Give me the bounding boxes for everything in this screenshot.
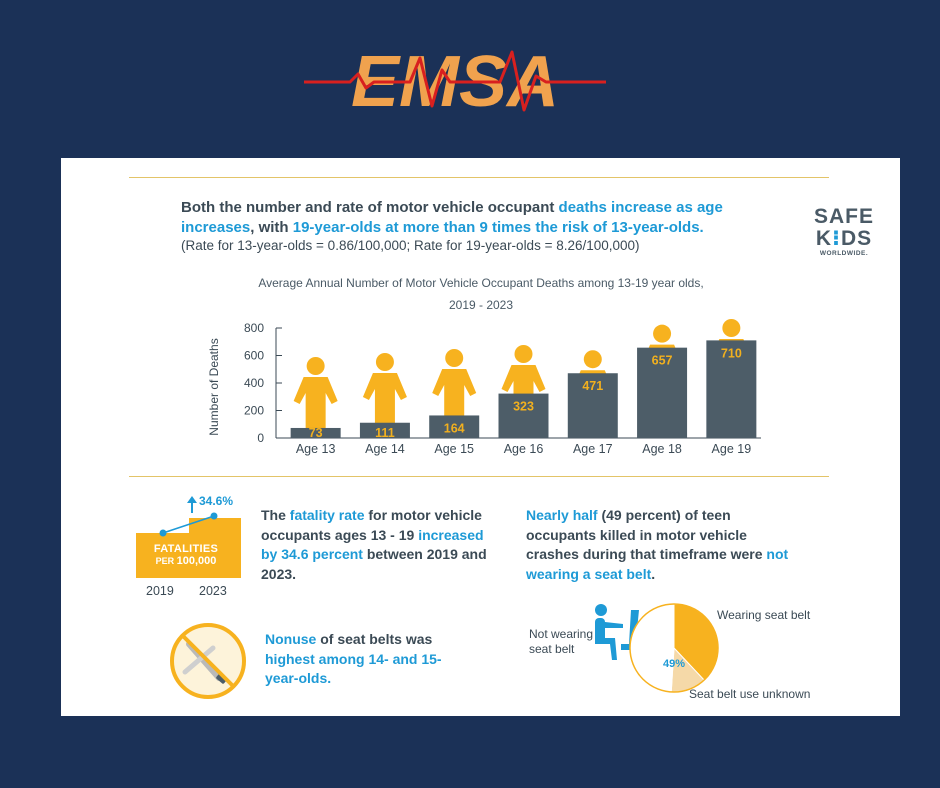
- no-seat-belt-icon: [170, 623, 246, 699]
- not-wearing-label: Not wearing seat belt: [529, 627, 593, 657]
- fatality-rate-graphic: [136, 496, 241, 578]
- trend-line: [162, 515, 215, 534]
- wearing-label: Wearing seat belt: [717, 608, 811, 622]
- child-head: [445, 349, 464, 367]
- pie-outline: [629, 603, 719, 693]
- fatality-text-1: The: [261, 507, 290, 523]
- nonuse-highlight-1: Nonuse: [265, 631, 317, 647]
- bar-age-14: [359, 422, 410, 438]
- child-figure-icon: [362, 353, 407, 438]
- trend-start-dot: [159, 529, 167, 537]
- bar-age-19: [706, 340, 757, 438]
- trend-end-dot: [210, 512, 218, 520]
- headline-highlight-1: deaths increase as age increases: [181, 199, 723, 236]
- pie-percent-label: 49%: [663, 658, 685, 670]
- infographic-card: Both the number and rate of motor vehicl…: [61, 158, 900, 716]
- child-head: [514, 345, 533, 363]
- child-head: [722, 319, 741, 337]
- child-head: [653, 324, 672, 343]
- fatality-highlight-1: fatality rate: [289, 507, 365, 523]
- x-tick-label: Age 15: [434, 442, 474, 456]
- per-label: PER 100,000: [141, 555, 231, 567]
- bar-age-17: [567, 373, 618, 438]
- year-start-label: 2019: [146, 584, 174, 598]
- middle-divider: [129, 476, 829, 477]
- deaths-by-age-chart: Number of Deaths 0 200 400 600 800 73 111 164 3…: [207, 319, 761, 456]
- chart-title: Average Annual Number of Motor Vehicle O…: [258, 276, 704, 290]
- y-tick-label-800: 800: [244, 321, 264, 335]
- child-body: [293, 377, 338, 438]
- bar-value-label: 164: [444, 421, 465, 435]
- nonuse-text-1: of seat belts was: [316, 631, 433, 647]
- bar-value-label: 73: [309, 426, 323, 440]
- seat-belt-pie-chart: 49%: [595, 603, 719, 693]
- x-tick-label: Age 18: [642, 442, 682, 456]
- chart-subtitle: 2019 - 2023: [448, 298, 514, 312]
- safe-kids-k: K: [815, 227, 832, 250]
- safe-kids-line2: K⁝DS: [809, 228, 879, 250]
- y-tick-label-600: 600: [244, 349, 264, 363]
- nonuse-text: Nonuse of seat belts was highest among 1…: [265, 630, 455, 689]
- bar-value-label: 471: [582, 379, 603, 393]
- child-body: [432, 369, 477, 438]
- nonuse-highlight-2: highest among 14- and 15-year-olds.: [265, 650, 442, 687]
- x-tick-label: Age 14: [365, 442, 405, 456]
- y-tick-label-200: 200: [244, 404, 264, 418]
- bar-value-label: 323: [513, 400, 534, 414]
- bar-age-13: [290, 427, 341, 438]
- child-head: [375, 353, 394, 371]
- child-figure-icon: [293, 357, 338, 438]
- safe-kids-logo: SAFE K⁝DS WORLDWIDE.: [809, 205, 879, 258]
- fatality-rate-text: The fatality rate for motor vehicle occu…: [261, 506, 501, 584]
- rate-subline: (Rate for 13-year-olds = 0.86/100,000; R…: [181, 238, 640, 253]
- headline-text-2: , with: [250, 219, 293, 236]
- safe-kids-line3: WORLDWIDE.: [819, 250, 869, 257]
- headline-highlight-2: 19-year-olds at more than 9 times the ri…: [292, 219, 704, 236]
- child-head: [583, 350, 602, 369]
- y-tick-label-0: 0: [257, 431, 264, 445]
- safe-kids-ds: DS: [840, 227, 873, 250]
- pie-group: [629, 603, 719, 693]
- not-wearing-line2: seat belt: [529, 642, 575, 656]
- bar-value-label: 111: [375, 426, 395, 440]
- per-number: 100,000: [176, 555, 217, 567]
- headline-text-1: Both the number and rate of motor vehicl…: [181, 199, 559, 216]
- bar-value-label: 657: [652, 354, 673, 368]
- year-end-label: 2023: [199, 584, 227, 598]
- y-tick-label-400: 400: [244, 376, 264, 390]
- bar-value-label: 710: [721, 346, 742, 360]
- child-head: [306, 357, 325, 375]
- top-divider: [129, 177, 829, 178]
- per-word: PER: [155, 556, 175, 566]
- bar-age-15: [429, 415, 480, 438]
- x-tick-label: Age 19: [712, 442, 752, 456]
- arrow-up-icon: [187, 496, 197, 513]
- seatbelt-highlight-2: not wearing a seat belt: [526, 546, 789, 582]
- seatbelt-highlight-1: Nearly half: [526, 507, 598, 523]
- change-label: 34.6%: [199, 494, 234, 508]
- headline: Both the number and rate of motor vehicl…: [181, 198, 781, 238]
- seatbelt-text-1: (49 percent) of teen occupants killed in…: [526, 507, 767, 562]
- fatality-text-3: between 2019 and 2023.: [261, 546, 487, 582]
- fatalities-label: FATALITIES: [153, 543, 219, 555]
- x-tick-label: Age 17: [573, 442, 613, 456]
- seatbelt-text-2: .: [651, 565, 656, 582]
- heartbeat-line-icon: [304, 50, 606, 112]
- bar-age-16: [498, 393, 549, 438]
- bar-age-18: [637, 347, 688, 438]
- not-wearing-line1: Not wearing: [529, 627, 594, 641]
- safe-kids-line1: SAFE: [813, 205, 874, 228]
- unknown-label: Seat belt use unknown: [689, 687, 811, 701]
- child-figure-icon: [432, 349, 477, 438]
- fatality-text-2: for motor vehicle occupants ages 13 - 19: [261, 507, 482, 543]
- child-body: [362, 373, 407, 438]
- emsa-logo: EMSA: [304, 42, 606, 120]
- seat-belt-text: Nearly half (49 percent) of teen occupan…: [526, 506, 791, 584]
- x-tick-label: Age 13: [296, 442, 336, 456]
- safe-kids-dot-icon: ⁝: [832, 227, 841, 250]
- fatalities-box-text: FATALITIES PER 100,000: [141, 543, 231, 567]
- x-tick-label: Age 16: [504, 442, 544, 456]
- y-axis-label: Number of Deaths: [207, 338, 221, 435]
- fatality-highlight-2: increased by 34.6 percent: [261, 526, 484, 563]
